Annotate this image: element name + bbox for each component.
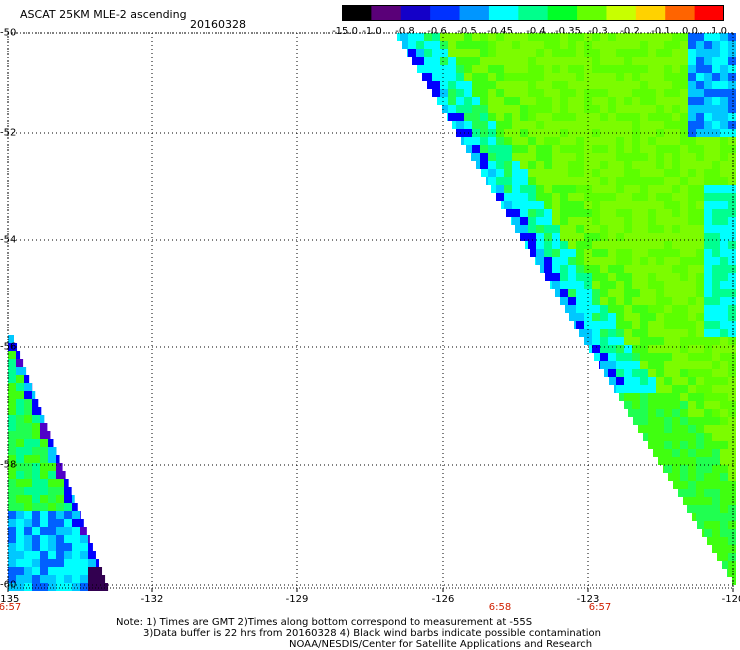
- colorbar-segment: [577, 5, 607, 21]
- colorbar-tick-label: 1.0: [711, 26, 727, 37]
- swath-map: [7, 32, 736, 592]
- colorbar-tick-label: -0.1: [651, 26, 671, 37]
- colorbar-segment: [488, 5, 519, 21]
- map-date: 20160328: [190, 18, 246, 31]
- colorbar-segment: [430, 5, 461, 21]
- longitude-label: -123: [576, 594, 600, 605]
- colorbar-segment: [518, 5, 549, 21]
- colorbar-segment: [665, 5, 696, 21]
- colorbar-tick-label: -0.6: [427, 26, 447, 37]
- colorbar-tick-label: -1.0: [362, 26, 382, 37]
- colorbar-tick-label: -0.4: [526, 26, 546, 37]
- colorbar-tick-label: 0.0: [682, 26, 698, 37]
- colorbar-segment: [400, 5, 431, 21]
- note-line-2: 3)Data buffer is 22 hrs from 20160328 4)…: [143, 628, 601, 639]
- colorbar-segment: [547, 5, 578, 21]
- colorbar-segment: [694, 5, 724, 21]
- colorbar-segment: [371, 5, 402, 21]
- longitude-label: -126: [431, 594, 455, 605]
- colorbar-tick-label: -0.45: [487, 26, 513, 37]
- note-line-3: NOAA/NESDIS/Center for Satellite Applica…: [289, 639, 593, 650]
- colorbar-tick-label: -0.5: [457, 26, 477, 37]
- latitude-label: -50: [0, 27, 17, 39]
- latitude-label: -52: [0, 127, 17, 139]
- colorbar-segment: [459, 5, 490, 21]
- time-label: 6:58: [488, 602, 512, 613]
- time-label: 6:57: [0, 602, 22, 613]
- latitude-label: -56: [0, 341, 17, 353]
- map-title: ASCAT 25KM MLE-2 ascending: [20, 8, 187, 21]
- colorbar-segment: [635, 5, 666, 21]
- note-line-1: Note: 1) Times are GMT 2)Times along bot…: [116, 617, 533, 628]
- map-frame: [7, 32, 734, 589]
- time-label: 6:57: [588, 602, 612, 613]
- colorbar-tick-label: -15.0: [332, 26, 358, 37]
- colorbar-segment: [342, 5, 372, 21]
- colorbar-tick-label: -0.8: [395, 26, 415, 37]
- colorbar-tick-label: -0.2: [620, 26, 640, 37]
- longitude-label: -129: [285, 594, 309, 605]
- longitude-label: -132: [140, 594, 164, 605]
- longitude-label: -135: [0, 594, 20, 605]
- longitude-label: -120: [721, 594, 740, 605]
- colorbar-tick-label: -0.3: [588, 26, 608, 37]
- colorbar: [342, 5, 724, 21]
- latitude-label: -60: [0, 579, 17, 591]
- latitude-label: -58: [0, 459, 17, 471]
- latitude-label: -54: [0, 234, 17, 246]
- colorbar-segment: [606, 5, 637, 21]
- colorbar-tick-label: -0.35: [555, 26, 581, 37]
